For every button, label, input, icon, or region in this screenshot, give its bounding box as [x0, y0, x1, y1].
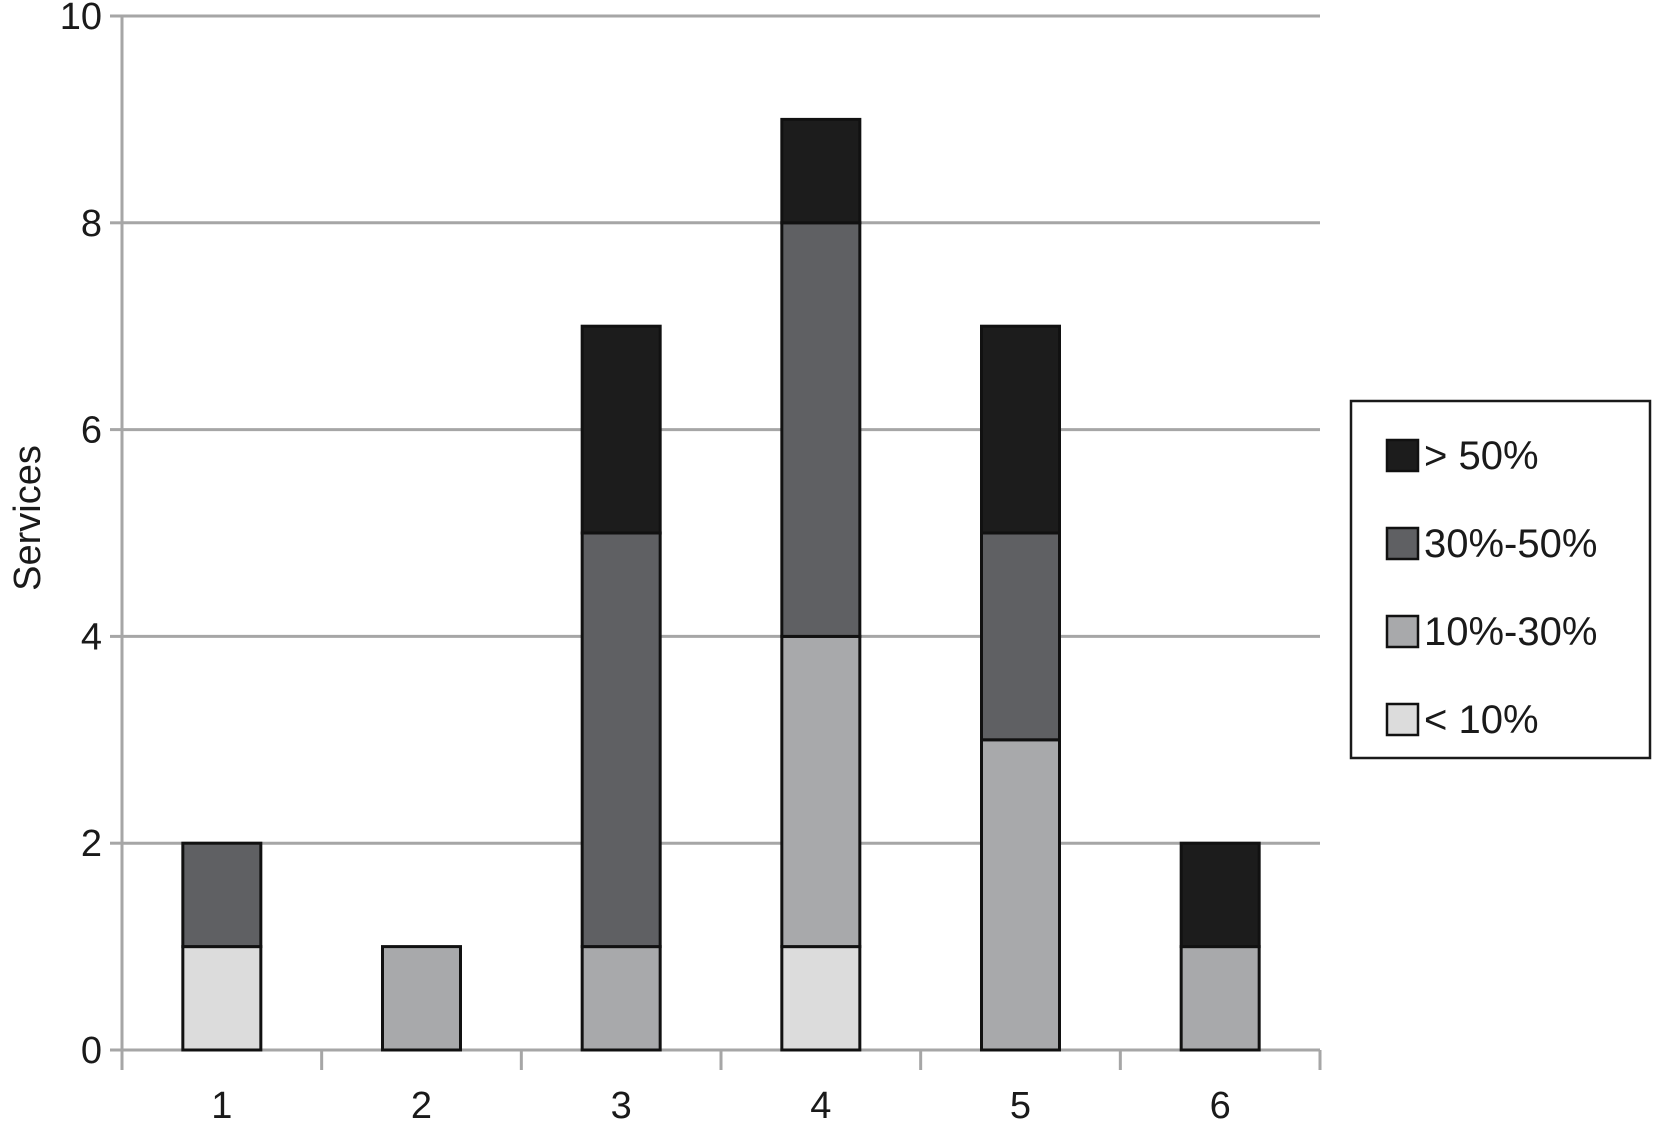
bar-segment	[181, 841, 263, 949]
bar-segment	[580, 531, 662, 949]
legend: > 50% 30%-50% 10%-30% < 10%	[1349, 399, 1652, 760]
y-tick-label: 2	[81, 823, 102, 865]
bar-segment	[980, 531, 1061, 742]
legend-swatch	[1385, 702, 1420, 737]
legend-label: > 50%	[1424, 434, 1539, 478]
bar-segment	[980, 324, 1061, 535]
bar-segment	[980, 738, 1061, 1052]
legend-label: < 10%	[1424, 698, 1539, 742]
bar-segment	[580, 945, 662, 1052]
gridlines	[122, 14, 1320, 845]
bar-segment	[580, 324, 662, 535]
x-tick-label: 2	[411, 1085, 432, 1125]
legend-swatch	[1385, 438, 1420, 473]
legend-label: 30%-50%	[1424, 522, 1597, 566]
y-tick-label: 4	[81, 616, 102, 658]
bar-segment	[181, 945, 263, 1052]
x-tick-label: 6	[1210, 1085, 1231, 1125]
legend-item: 30%-50%	[1385, 522, 1597, 566]
bars	[181, 117, 1261, 1052]
bar-segment	[780, 945, 862, 1052]
x-tick-label: 3	[611, 1085, 632, 1125]
x-tick-label: 5	[1010, 1085, 1031, 1125]
y-tick-label: 6	[81, 410, 102, 452]
legend-label: 10%-30%	[1424, 610, 1597, 654]
y-tick-label: 10	[60, 0, 102, 38]
legend-swatch	[1385, 526, 1420, 561]
bar-segment	[1179, 945, 1261, 1052]
y-tick-label: 0	[81, 1030, 102, 1072]
legend-swatch	[1385, 614, 1420, 649]
legend-item: 10%-30%	[1385, 610, 1597, 654]
legend-box	[1349, 399, 1652, 760]
bar-segment	[381, 945, 462, 1052]
legend-item: > 50%	[1385, 434, 1539, 478]
x-tick-label: 4	[810, 1085, 831, 1125]
x-tick-label: 1	[211, 1085, 232, 1125]
bar-segment	[1179, 841, 1261, 949]
axes	[110, 14, 1322, 1070]
bar-segment	[780, 221, 862, 638]
legend-item: < 10%	[1385, 698, 1539, 742]
bar-segment	[780, 117, 862, 225]
y-tick-label: 8	[81, 203, 102, 245]
bar-segment	[780, 634, 862, 949]
y-axis-label: Services	[7, 445, 49, 591]
